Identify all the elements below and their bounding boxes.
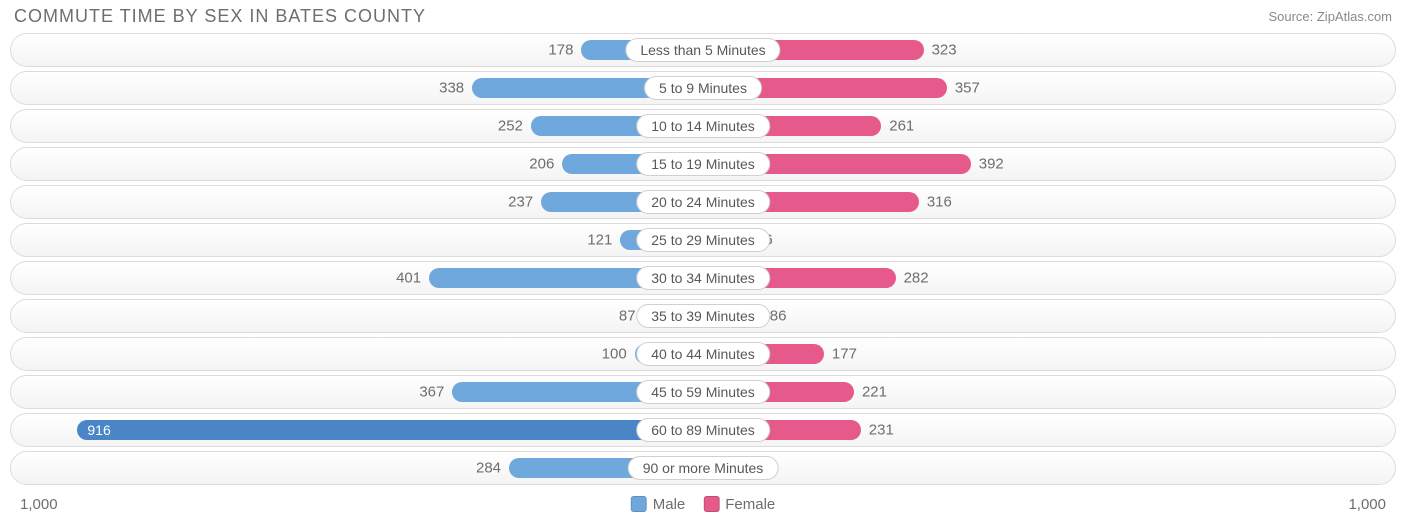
- chart-area: 178 323 Less than 5 Minutes 338 357 5 to 9 Mi…: [0, 31, 1406, 485]
- male-value-label: 206: [529, 156, 554, 173]
- female-value-label: 323: [932, 42, 957, 59]
- chart-row: 1216625 to 29 Minutes: [10, 223, 1396, 257]
- category-pill: 15 to 19 Minutes: [636, 152, 770, 176]
- category-pill: 25 to 29 Minutes: [636, 228, 770, 252]
- category-pill: 90 or more Minutes: [628, 456, 779, 480]
- category-pill: 35 to 39 Minutes: [636, 304, 770, 328]
- category-pill: 40 to 44 Minutes: [636, 342, 770, 366]
- category-pill: Less than 5 Minutes: [625, 38, 780, 62]
- male-value-label: 401: [396, 270, 421, 287]
- category-pill: 20 to 24 Minutes: [636, 190, 770, 214]
- legend-item-male: Male: [631, 496, 686, 513]
- male-value-label: 178: [548, 42, 573, 59]
- female-value-label: 86: [770, 308, 787, 325]
- axis-label-right: 1,000: [1348, 496, 1386, 513]
- female-value-label: 282: [904, 270, 929, 287]
- female-value-label: 231: [869, 422, 894, 439]
- chart-footer: 1,000 Male Female 1,000: [0, 489, 1406, 515]
- male-value-label: 100: [602, 346, 627, 363]
- female-value-label: 221: [862, 384, 887, 401]
- legend-item-female: Female: [703, 496, 775, 513]
- female-swatch-icon: [703, 496, 719, 512]
- chart-row: 401 282 30 to 34 Minutes: [10, 261, 1396, 295]
- chart-row: 2841590 or more Minutes: [10, 451, 1396, 485]
- chart-row: 178 323 Less than 5 Minutes: [10, 33, 1396, 67]
- legend-male-label: Male: [653, 496, 686, 513]
- chart-source: Source: ZipAtlas.com: [1268, 9, 1392, 24]
- category-pill: 30 to 34 Minutes: [636, 266, 770, 290]
- female-value-label: 357: [955, 80, 980, 97]
- male-value-label: 338: [439, 80, 464, 97]
- chart-row: 87 8635 to 39 Minutes: [10, 299, 1396, 333]
- category-pill: 5 to 9 Minutes: [644, 76, 762, 100]
- chart-row: 237 316 20 to 24 Minutes: [10, 185, 1396, 219]
- chart-row: 367 221 45 to 59 Minutes: [10, 375, 1396, 409]
- legend: Male Female: [631, 496, 776, 513]
- female-value-label: 261: [889, 118, 914, 135]
- chart-row: 252 261 10 to 14 Minutes: [10, 109, 1396, 143]
- male-value-label: 284: [476, 460, 501, 477]
- male-value-label: 367: [419, 384, 444, 401]
- male-value-label: 87: [619, 308, 636, 325]
- male-value-label: 121: [587, 232, 612, 249]
- category-pill: 10 to 14 Minutes: [636, 114, 770, 138]
- chart-header: Commute Time by Sex in Bates County Sour…: [0, 0, 1406, 31]
- male-value-label: 916: [87, 422, 110, 438]
- chart-row: 231 916 60 to 89 Minutes: [10, 413, 1396, 447]
- male-bar: 916: [77, 420, 703, 440]
- axis-label-left: 1,000: [20, 496, 58, 513]
- category-pill: 45 to 59 Minutes: [636, 380, 770, 404]
- male-value-label: 237: [508, 194, 533, 211]
- male-value-label: 252: [498, 118, 523, 135]
- legend-female-label: Female: [725, 496, 775, 513]
- chart-row: 100 177 40 to 44 Minutes: [10, 337, 1396, 371]
- female-value-label: 316: [927, 194, 952, 211]
- chart-row: 206 392 15 to 19 Minutes: [10, 147, 1396, 181]
- female-value-label: 177: [832, 346, 857, 363]
- category-pill: 60 to 89 Minutes: [636, 418, 770, 442]
- chart-row: 338 357 5 to 9 Minutes: [10, 71, 1396, 105]
- female-value-label: 392: [979, 156, 1004, 173]
- chart-title: Commute Time by Sex in Bates County: [14, 6, 426, 27]
- male-swatch-icon: [631, 496, 647, 512]
